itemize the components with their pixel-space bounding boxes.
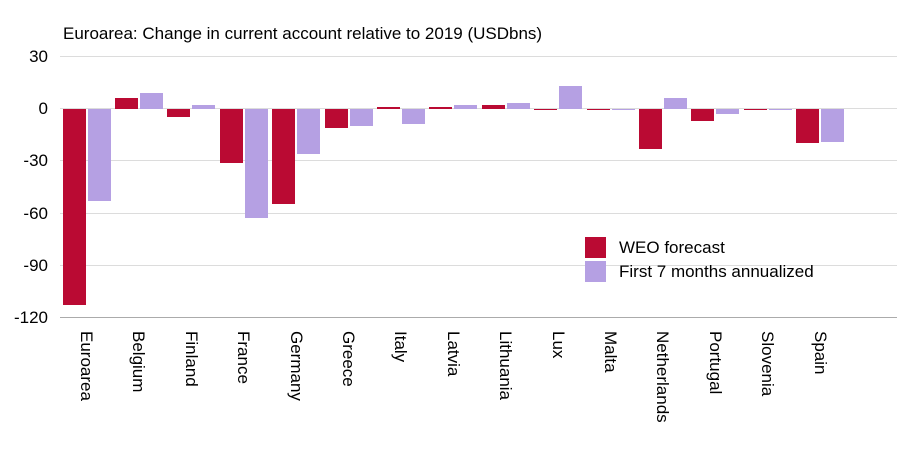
bar-weo-forecast-slovenia (743, 108, 767, 111)
y-axis-tick-label-0: 0 (38, 99, 48, 119)
x-axis-category-label-text: Germany (286, 331, 306, 401)
bar-first-7-months-euroarea (87, 108, 111, 201)
gridline--60 (60, 212, 897, 214)
legend-label-weo-forecast: WEO forecast (619, 237, 725, 257)
x-axis-category-label-text: Lux (548, 331, 568, 359)
x-axis-category-label-text: Lithuania (496, 331, 516, 401)
legend: WEO forecast First 7 months annualized (585, 237, 814, 285)
x-axis-category-label-text: Portugal (705, 331, 725, 395)
bar-first-7-months-portugal (716, 108, 740, 114)
bar-weo-forecast-portugal (691, 108, 715, 121)
y-axis-tick-label-30: 30 (29, 47, 48, 66)
gridline--120 (60, 317, 897, 318)
y-axis-tick-label--60: -60 (23, 203, 48, 223)
gridline-0 (60, 108, 897, 110)
bar-first-7-months-spain (821, 108, 845, 142)
x-axis-category-label-text: Finland (181, 331, 201, 387)
x-axis-category-label-text: Euroarea (77, 331, 96, 401)
x-axis-category-label-text: Italy (391, 331, 411, 363)
bar-weo-forecast-france (219, 108, 243, 163)
y-axis-tick-label--30: -30 (23, 151, 48, 171)
bar-first-7-months-germany (297, 108, 321, 154)
bar-first-7-months-belgium (139, 93, 163, 109)
x-axis-category-label-text: Belgium (129, 331, 149, 393)
legend-row-first-7-months: First 7 months annualized (585, 261, 814, 282)
y-axis-tick-label--90: -90 (23, 255, 48, 275)
bar-weo-forecast-netherlands (638, 108, 662, 149)
bar-weo-forecast-malta (586, 108, 610, 111)
x-axis-category-label-text: France (234, 331, 254, 384)
bar-first-7-months-france (244, 108, 268, 219)
bar-weo-forecast-italy (376, 106, 400, 109)
y-axis-tick-label--120: -120 (13, 308, 48, 327)
bar-weo-forecast-finland (167, 108, 191, 118)
bar-first-7-months-finland (192, 105, 216, 109)
bar-weo-forecast-spain (796, 108, 820, 144)
bar-first-7-months-netherlands (663, 98, 687, 109)
bar-weo-forecast-greece (324, 108, 348, 128)
bar-first-7-months-italy (401, 108, 425, 125)
bar-weo-forecast-belgium (114, 98, 138, 109)
x-axis-category-label-text: Slovenia (758, 331, 778, 397)
bar-weo-forecast-euroarea (62, 108, 86, 306)
bar-weo-forecast-germany (272, 108, 296, 205)
x-axis-category-label-text: Greece (339, 331, 358, 387)
chart-title: Euroarea: Change in current account rela… (63, 24, 543, 43)
bar-first-7-months-malta (611, 108, 635, 111)
x-axis-category-label-text: Malta (601, 331, 620, 373)
gridline-30 (60, 56, 897, 57)
bar-weo-forecast-lux (534, 108, 558, 111)
legend-label-first-7-months: First 7 months annualized (619, 261, 814, 281)
bar-weo-forecast-lithuania (481, 105, 505, 109)
x-axis-category-label-text: Spain (810, 331, 830, 375)
bar-first-7-months-lux (559, 86, 583, 109)
bar-first-7-months-lithuania (506, 103, 530, 109)
legend-swatch-first-7-months (585, 261, 606, 282)
bar-first-7-months-latvia (454, 105, 478, 109)
gridline--90 (60, 264, 897, 266)
bar-weo-forecast-latvia (429, 106, 453, 109)
legend-row-weo-forecast: WEO forecast (585, 237, 814, 258)
x-axis-category-label-text: Netherlands (653, 331, 673, 423)
x-axis-category-label-text: Latvia (443, 331, 463, 377)
legend-swatch-weo-forecast (585, 237, 606, 258)
bar-first-7-months-slovenia (768, 108, 792, 110)
bar-first-7-months-greece (349, 108, 373, 127)
gridline--30 (60, 160, 897, 162)
